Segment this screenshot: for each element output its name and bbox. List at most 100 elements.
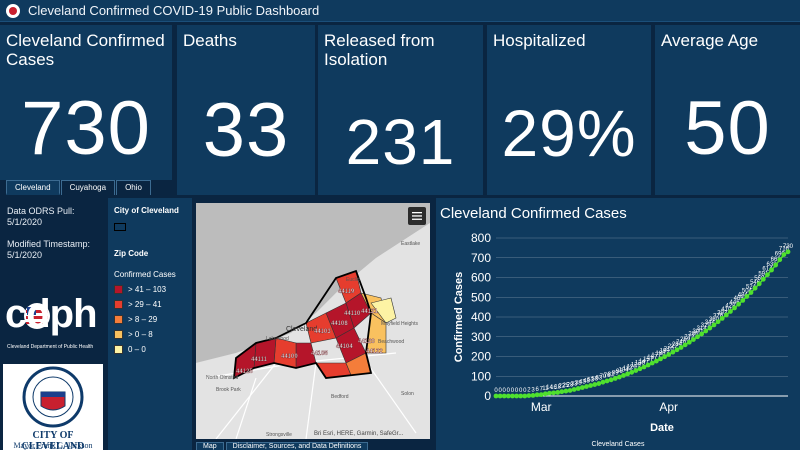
legend-class: > 41 – 103 (114, 285, 186, 294)
data-point (621, 373, 626, 378)
tab-cleveland[interactable]: Cleveland (6, 180, 60, 195)
data-label: 286 (688, 332, 699, 338)
data-label: 0 (511, 388, 515, 394)
data-label: 7 (540, 387, 544, 393)
map-place-label: Brook Park (216, 387, 241, 393)
odrs-label: Data ODRS Pull: (7, 206, 75, 216)
region-tabs: Cleveland Cuyahoga Ohio (6, 180, 152, 195)
data-point (723, 312, 729, 318)
data-label: 446 (730, 300, 741, 306)
data-point (551, 390, 556, 396)
data-label: 167 (647, 355, 658, 361)
cdph-wordmark: cdph (5, 292, 98, 336)
map-layers-button[interactable] (408, 207, 426, 225)
data-label: 22 (558, 384, 565, 390)
tab-map[interactable]: Map (196, 442, 224, 450)
data-label: 38 (575, 380, 582, 386)
data-point (707, 325, 713, 331)
data-point (678, 345, 684, 350)
data-point (501, 393, 507, 399)
city-logo-icon (6, 3, 20, 18)
legend-class: > 0 – 8 (114, 330, 186, 339)
data-point (526, 393, 532, 399)
data-point (682, 342, 688, 348)
map-zip-label: 44103 (314, 329, 331, 335)
map-zip-label: 44125 (236, 369, 253, 375)
indicator-value: 33 (202, 88, 290, 173)
city-mayor: Mayor Frank G. Jackson (13, 441, 93, 450)
data-point (649, 360, 655, 366)
legend-cases-title: Confirmed Cases (114, 270, 176, 279)
data-point (563, 388, 569, 394)
data-point (756, 281, 762, 287)
cdph-subtitle: Cleveland Department of Public Health (7, 344, 94, 350)
data-point (781, 252, 787, 257)
data-label: 259 (680, 337, 691, 343)
indicator-hospitalized: Hospitalized 29% (487, 25, 651, 195)
tab-cuyahoga[interactable]: Cuyahoga (60, 180, 116, 195)
data-point (641, 364, 647, 370)
map-legend: City of Cleveland Zip Code Confirmed Cas… (108, 198, 192, 450)
data-point (571, 387, 577, 392)
data-label: 76 (604, 373, 611, 379)
data-point (785, 249, 791, 255)
indicator-label: Hospitalized (493, 31, 586, 50)
data-label: 104 (618, 367, 629, 373)
tab-disclaimer[interactable]: Disclaimer, Sources, and Data Definition… (225, 442, 369, 450)
data-label: 11 (542, 386, 549, 392)
data-label: 70 (600, 374, 607, 380)
y-tick-label: 0 (484, 389, 491, 403)
data-label: 428 (725, 303, 736, 309)
city-seal-icon (22, 366, 84, 428)
data-label: 58 (591, 377, 598, 383)
data-point (616, 374, 622, 380)
data-point (653, 358, 659, 364)
indicator-value: 730 (21, 86, 151, 171)
data-point (534, 392, 540, 398)
map-zip-label: 44104 (336, 344, 353, 350)
indicator-value: 50 (684, 86, 771, 171)
map-place-label: Euclid (346, 277, 360, 283)
y-tick-label: 400 (471, 310, 491, 324)
chart-title: Cleveland Confirmed Cases (440, 205, 627, 222)
tab-ohio[interactable]: Ohio (116, 180, 151, 195)
data-label: 546 (750, 280, 761, 286)
cases-chart-panel: Cleveland Confirmed Cases 0 100 200 300 400 5… (436, 198, 800, 450)
city-name: CITY OF CLEVELAND (21, 430, 85, 450)
data-label: 28 (567, 382, 574, 388)
data-point (510, 393, 515, 399)
data-label: 129 (631, 363, 642, 369)
data-label: 484 (738, 292, 749, 298)
data-label: 0 (498, 388, 502, 394)
data-point (493, 393, 499, 399)
map-place-label: Mayfield Heights (381, 321, 418, 327)
map-zip-label: 44120 (358, 339, 375, 345)
y-tick-label: 700 (471, 251, 491, 265)
data-label: 48 (583, 379, 590, 385)
map-place-label: Eastlake (401, 241, 420, 247)
data-point (715, 319, 721, 325)
data-label: 138 (635, 361, 646, 367)
data-label: 89 (612, 370, 619, 376)
data-label: 376 (713, 314, 724, 320)
indicator-label: Released from Isolation (324, 31, 435, 69)
map-zip-label: 44110 (344, 311, 361, 317)
zip-map[interactable]: Eastlake Euclid Mayfield Heights Beachwood L… (196, 203, 430, 439)
header-bar: Cleveland Confirmed COVID-19 Public Dash… (0, 0, 800, 22)
data-label: 730 (783, 244, 794, 250)
data-point (744, 294, 750, 299)
data-label: 344 (705, 320, 716, 326)
data-label: 393 (717, 310, 728, 316)
data-point (633, 368, 639, 373)
legend-class: > 8 – 29 (114, 315, 186, 324)
data-point (588, 383, 593, 388)
indicator-value: 29% (501, 96, 637, 170)
data-label: 0 (519, 388, 523, 394)
data-label: 96 (616, 369, 623, 375)
legend-class: 0 – 0 (114, 345, 186, 354)
data-label: 246 (676, 339, 687, 345)
y-tick-label: 200 (471, 350, 491, 364)
map-place-label: Bedford (331, 394, 349, 400)
data-point (695, 334, 700, 340)
